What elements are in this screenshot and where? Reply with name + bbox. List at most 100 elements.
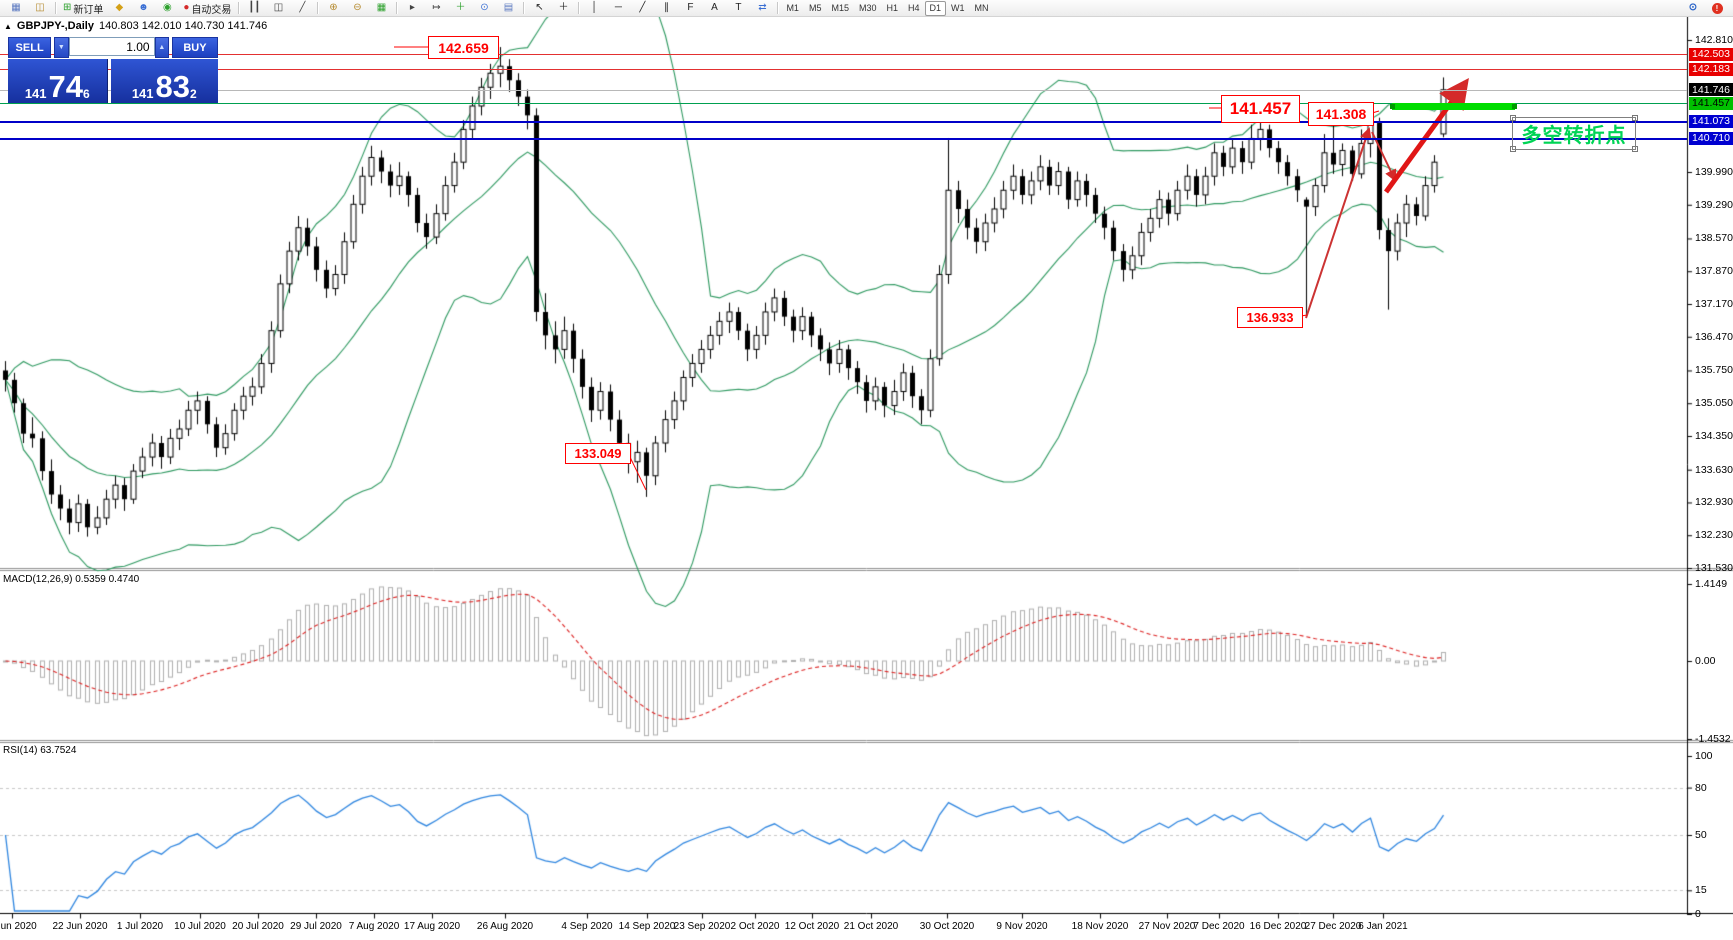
rsi-axis-tick: 15	[1695, 884, 1707, 897]
timeframe-w1-button[interactable]: W1	[951, 3, 965, 13]
toolbar: ▦ ◫ ⊞ 新订单 ◆ ☻ ◉ ● 自动交易 ┃┃ ◫ ╱ ⊕ ⊖ ▦ ▸ ↦ ＋ ⊙ ▤ ↖ ＋ │ ─ ╱ ∥ F A T ⇄ M1 M5…	[0, 0, 1733, 17]
timeframe-h4-button[interactable]: H4	[908, 3, 920, 13]
horizontal-level-line-141.073[interactable]	[0, 121, 1687, 123]
metaeditor-icon[interactable]: ◆	[108, 0, 130, 16]
periods-icon[interactable]: ⊙	[473, 0, 495, 16]
date-axis-label: 16 Dec 2020	[1249, 921, 1307, 932]
rsi-axis-tick: 50	[1695, 829, 1707, 841]
timeframe-m5-button[interactable]: M5	[808, 3, 822, 13]
date-axis-label: 18 Nov 2020	[1071, 921, 1129, 932]
chart-shift-icon: ↦	[432, 2, 441, 13]
vertical-line-icon[interactable]: │	[583, 0, 605, 16]
date-axis-label: 22 Jun 2020	[52, 921, 108, 932]
text-label-icon[interactable]: T	[727, 0, 749, 16]
horizontal-level-line-142.183[interactable]	[0, 69, 1687, 70]
trendline-handle-right[interactable]	[1512, 104, 1517, 109]
timeframe-h1-button[interactable]: H1	[886, 3, 899, 13]
rsi-axis-tick: 100	[1695, 750, 1713, 762]
fibonacci-icon[interactable]: F	[679, 0, 701, 16]
toolbar-separator	[317, 2, 319, 14]
autotrade-button-label: 自动交易	[191, 4, 232, 16]
price-axis-tick: 139.290	[1695, 198, 1733, 211]
date-axis-label: 9 Nov 2020	[996, 921, 1048, 932]
volume-decrease-button[interactable]: ▼	[54, 37, 69, 58]
date-axis-label: 30 Oct 2020	[919, 921, 975, 932]
templates-icon[interactable]: ▤	[497, 0, 519, 16]
bottom-price-label[interactable]: 133.049	[565, 443, 631, 464]
date-axis-label: 20 Jul 2020	[232, 921, 284, 932]
high-price-label[interactable]: 142.659	[428, 36, 499, 59]
timeframe-m15-button[interactable]: M15	[831, 3, 849, 13]
tile-windows-icon[interactable]: ▦	[370, 0, 392, 16]
timeframe-m1-button[interactable]: M1	[786, 3, 799, 13]
horizontal-level-line-141.746[interactable]	[0, 90, 1687, 91]
resistance-price-label[interactable]: 141.457	[1221, 95, 1300, 123]
new-chart-icon[interactable]: ▦	[5, 0, 27, 16]
note-text-box[interactable]: 多空转折点	[1512, 117, 1636, 150]
volume-increase-button[interactable]: ▲	[154, 37, 170, 58]
candle-chart-icon[interactable]: ◫	[267, 0, 289, 16]
horizontal-level-line-142.503[interactable]	[0, 54, 1687, 55]
swing-low-label[interactable]: 136.933	[1237, 307, 1303, 328]
price-axis-tick: 132.930	[1695, 496, 1733, 509]
chart-shift-icon[interactable]: ↦	[425, 0, 447, 16]
green-highlight-trendline[interactable]	[1392, 103, 1515, 110]
peak-price-label[interactable]: 141.308	[1308, 102, 1374, 126]
buy-price-big: 83	[155, 69, 190, 104]
crosshair-icon[interactable]: ＋	[552, 0, 574, 16]
date-axis-label: 7 Aug 2020	[348, 921, 400, 932]
toolbar-separator	[578, 2, 580, 14]
text-icon[interactable]: A	[703, 0, 725, 16]
sell-button[interactable]: SELL	[8, 37, 52, 58]
date-axis-label: 2 Jun 2020	[0, 921, 37, 932]
zoom-in-icon[interactable]: ⊕	[322, 0, 344, 16]
volume-input[interactable]	[68, 37, 155, 56]
buy-price-display[interactable]: 141 83 2	[110, 59, 218, 104]
buy-button[interactable]: BUY	[171, 37, 218, 58]
price-axis-tick: 135.050	[1695, 397, 1733, 410]
notification-icon[interactable]: !	[1706, 0, 1728, 16]
zoom-in-icon: ⊕	[329, 2, 338, 13]
signals-icon: ◉	[163, 2, 172, 13]
trendline-icon[interactable]: ╱	[631, 0, 653, 16]
arrows-icon[interactable]: ⇄	[751, 0, 773, 16]
channel-icon[interactable]: ∥	[655, 0, 677, 16]
price-line-label-141.746: 141.746	[1689, 83, 1733, 97]
cursor-icon[interactable]: ↖	[528, 0, 550, 16]
market-icon[interactable]: ☻	[132, 0, 154, 16]
timeframe-mn-button[interactable]: MN	[974, 3, 989, 13]
indicators-icon[interactable]: ＋	[449, 0, 471, 16]
cursor-icon: ↖	[535, 2, 544, 13]
profiles-icon[interactable]: ◫	[29, 0, 51, 16]
search-icon[interactable]: ⊙	[1688, 2, 1698, 13]
indicators-icon: ＋	[455, 2, 466, 13]
timeframe-m30-button[interactable]: M30	[858, 3, 877, 13]
price-line-label-141.073: 141.073	[1689, 114, 1733, 128]
line-chart-icon[interactable]: ╱	[291, 0, 313, 16]
auto-scroll-icon[interactable]: ▸	[401, 0, 423, 16]
toolbar-separator	[55, 2, 56, 14]
bar-chart-icon[interactable]: ┃┃	[243, 0, 265, 16]
horizontal-level-line-141.457[interactable]	[0, 103, 1687, 104]
timeframe-d1-button[interactable]: D1	[924, 0, 947, 16]
date-axis-label: 27 Dec 2020	[1304, 921, 1362, 932]
crosshair-icon: ＋	[558, 2, 569, 13]
autotrade-button[interactable]: ● 自动交易	[180, 0, 234, 16]
new-order-button[interactable]: ⊞ 新订单	[60, 0, 106, 16]
price-axis-tick: 133.630	[1695, 463, 1733, 476]
new-order-button-label: 新订单	[73, 4, 104, 16]
date-axis-label: 27 Nov 2020	[1138, 921, 1196, 932]
signals-icon[interactable]: ◉	[156, 0, 178, 16]
horizontal-line-icon[interactable]: ─	[607, 0, 629, 16]
horizontal-level-line-140.71[interactable]	[0, 138, 1687, 140]
toolbar-separator	[238, 2, 240, 14]
trendline-handle-left[interactable]	[1390, 104, 1395, 109]
zoom-out-icon[interactable]: ⊖	[346, 0, 368, 16]
sell-price-display[interactable]: 141 74 6	[8, 59, 108, 103]
panel-collapse-arrow[interactable]: ▲	[4, 21, 12, 31]
text-icon: A	[711, 2, 718, 13]
note-box-handle[interactable]	[1510, 115, 1516, 121]
